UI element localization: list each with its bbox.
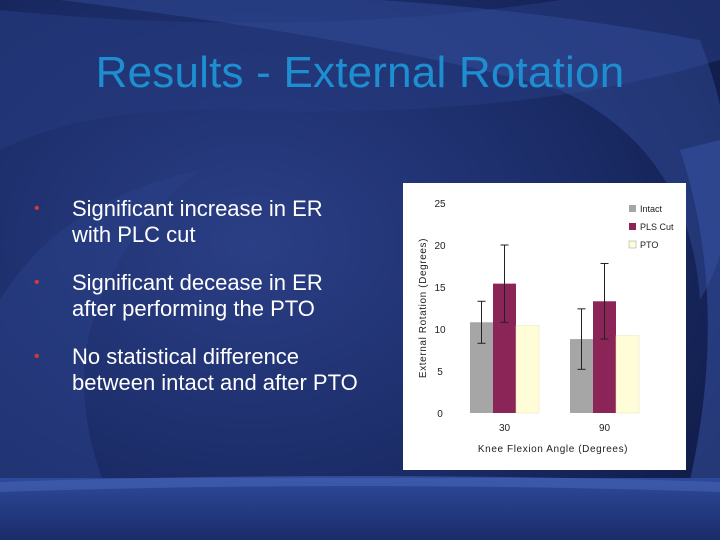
chart-panel: 0 5 10 15 20 25 30 90 Knee Flexion Angle (Degree…: [403, 183, 686, 470]
bar-chart: 0 5 10 15 20 25 30 90 Knee Flexion Angle (Degree…: [418, 199, 674, 455]
bar: [570, 339, 593, 413]
y-axis-label: External Rotation (Degrees): [418, 238, 429, 378]
legend-label: PTO: [640, 240, 658, 250]
bullet-list: • Significant increase in ER with PLC cu…: [34, 196, 364, 418]
legend-swatch: [629, 205, 636, 212]
bullet-item: • Significant decease in ER after perfor…: [34, 270, 364, 322]
legend-swatch: [629, 223, 636, 230]
legend-swatch: [628, 240, 637, 249]
y-tick-label: 5: [437, 367, 443, 378]
legend-label: Intact: [640, 204, 663, 214]
bullet-icon: •: [34, 200, 40, 217]
x-axis-label: Knee Flexion Angle (Degrees): [478, 444, 628, 455]
y-tick-label: 10: [434, 325, 446, 336]
x-tick-label: 30: [499, 423, 511, 434]
bullet-icon: •: [34, 274, 40, 291]
bullet-text: Significant decease in ER after performi…: [72, 270, 323, 321]
bullet-text: Significant increase in ER with PLC cut: [72, 196, 323, 247]
bar: [593, 301, 616, 413]
legend-label: PLS Cut: [640, 222, 674, 232]
bullet-text: No statistical difference between intact…: [72, 344, 358, 395]
y-tick-label: 0: [437, 409, 443, 420]
bar: [615, 335, 640, 414]
bar: [470, 322, 493, 413]
y-tick-label: 20: [434, 241, 446, 252]
bullet-icon: •: [34, 348, 40, 365]
y-tick-label: 25: [434, 199, 446, 210]
bullet-item: • No statistical difference between inta…: [34, 344, 364, 396]
bar: [515, 325, 540, 414]
bar: [493, 283, 516, 413]
x-tick-label: 90: [599, 423, 611, 434]
slide-title: Results - External Rotation: [95, 48, 625, 97]
bullet-item: • Significant increase in ER with PLC cu…: [34, 196, 364, 248]
y-tick-label: 15: [434, 283, 446, 294]
